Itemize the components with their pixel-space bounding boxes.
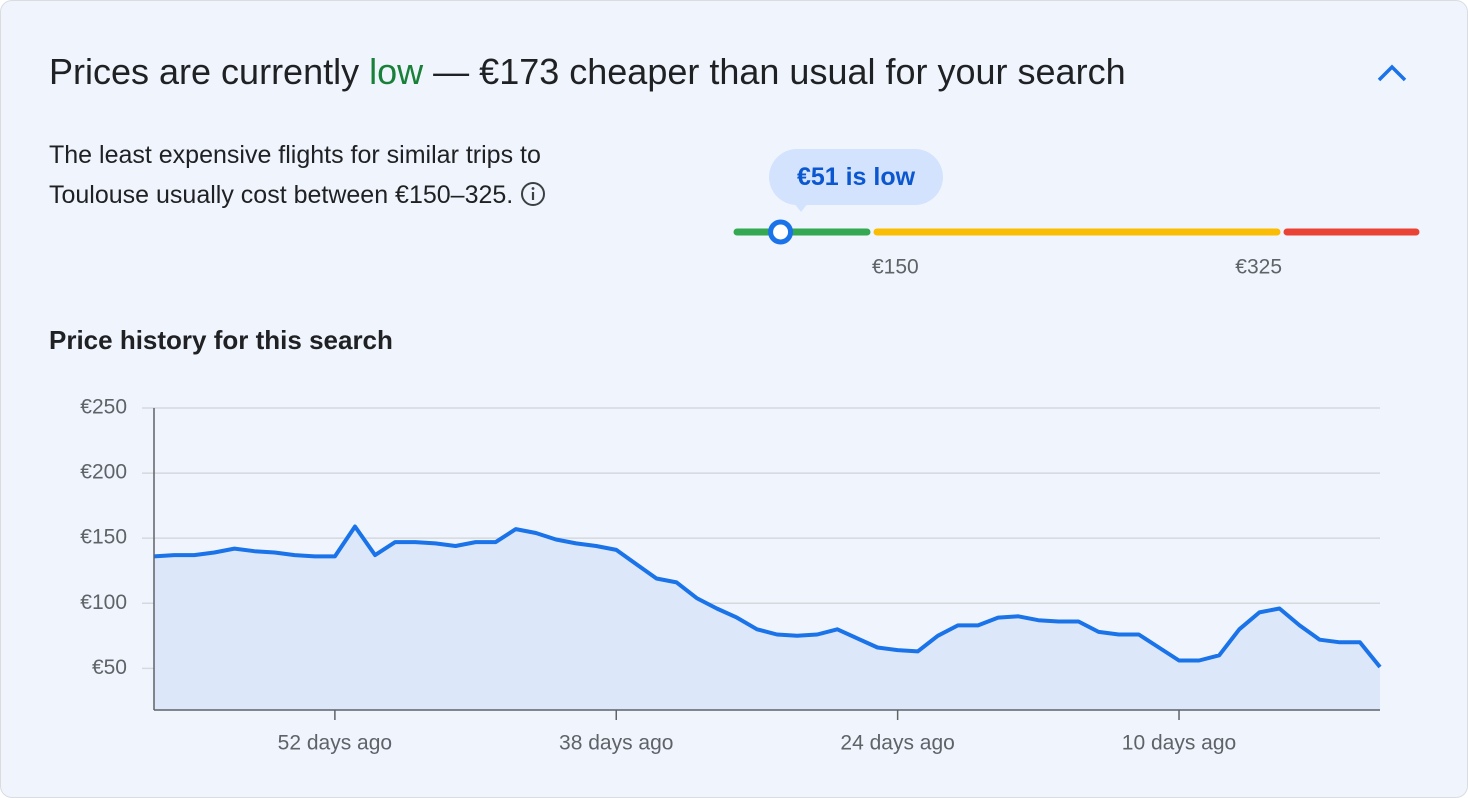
y-tick-label: €150 — [80, 526, 127, 549]
info-icon[interactable] — [520, 181, 546, 207]
range-low-label: €150 — [872, 256, 919, 279]
x-tick-label: 52 days ago — [278, 732, 392, 755]
title-text: — €173 cheaper than usual for your searc… — [433, 51, 1126, 92]
title: Prices are currently low — €173 cheaper … — [49, 51, 1126, 93]
current-price-marker — [768, 219, 794, 245]
x-tick-label: 24 days ago — [840, 732, 954, 755]
y-tick-label: €250 — [80, 396, 127, 419]
summary-text: The least expensive flights for similar … — [49, 141, 541, 209]
collapse-button[interactable] — [1377, 64, 1407, 82]
x-tick-label: 38 days ago — [559, 732, 673, 755]
summary: The least expensive flights for similar … — [49, 135, 549, 215]
y-tick-label: €200 — [80, 461, 127, 484]
x-tick-label: 10 days ago — [1122, 732, 1236, 755]
price-bubble: €51 is low — [769, 149, 943, 205]
chart-title: Price history for this search — [49, 325, 393, 355]
y-tick-label: €50 — [92, 656, 127, 679]
title-text: Prices are currently — [49, 51, 360, 92]
y-tick-label: €100 — [80, 591, 127, 614]
price-line — [153, 524, 1382, 669]
range-high-label: €325 — [1235, 256, 1282, 279]
price-level: low — [369, 51, 424, 92]
bubble-pointer — [793, 202, 809, 212]
area — [154, 526, 1380, 710]
